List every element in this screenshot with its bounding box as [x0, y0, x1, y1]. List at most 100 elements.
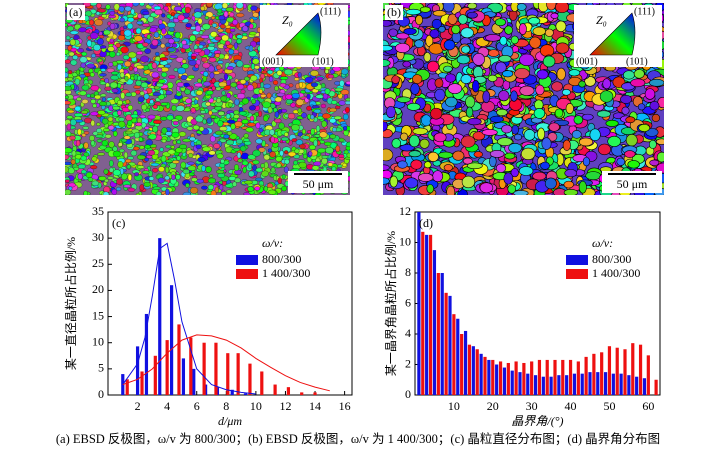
grain — [248, 45, 254, 52]
grain — [540, 161, 550, 170]
grain — [117, 161, 124, 168]
grain — [163, 5, 169, 11]
grain — [207, 184, 214, 190]
bar — [181, 358, 186, 395]
grain — [342, 162, 347, 168]
grain — [596, 110, 611, 118]
grain — [210, 115, 216, 119]
grain — [118, 117, 125, 122]
grain — [529, 36, 542, 49]
grain — [399, 144, 415, 152]
bar — [631, 343, 635, 395]
grain — [247, 186, 254, 192]
grain — [170, 98, 179, 104]
grain — [116, 186, 122, 192]
grain — [432, 170, 444, 183]
grain — [190, 107, 196, 113]
grain — [134, 132, 140, 139]
grain — [649, 78, 664, 87]
pole-label: (001) — [576, 56, 598, 67]
grain — [397, 160, 408, 169]
bar — [549, 376, 553, 395]
grain — [252, 164, 257, 171]
grain — [496, 108, 508, 117]
grain — [460, 27, 474, 39]
grain — [456, 54, 471, 65]
grain — [127, 17, 135, 23]
grain — [207, 177, 216, 184]
bar — [313, 392, 317, 395]
grain — [442, 3, 455, 13]
grain — [555, 42, 570, 54]
grain — [152, 104, 158, 109]
caption: (a) EBSD 反极图，ω/v 为 800/300；(b) EBSD 反极图，… — [56, 431, 660, 446]
grain — [181, 59, 187, 64]
grain — [165, 166, 170, 174]
grain — [460, 74, 472, 84]
grain — [215, 64, 222, 70]
grain — [197, 157, 206, 163]
grain — [339, 80, 345, 87]
grain — [427, 60, 440, 73]
grain — [65, 35, 71, 40]
grain — [85, 29, 91, 34]
grain — [189, 34, 196, 42]
grain — [624, 150, 636, 158]
grain — [118, 6, 125, 12]
pole-label: (101) — [312, 56, 334, 67]
grain — [96, 3, 102, 9]
grain — [343, 126, 348, 131]
grain — [151, 39, 159, 46]
grain — [234, 121, 243, 128]
x-axis-label: 晶界角/(°) — [511, 414, 563, 428]
grain — [383, 128, 393, 139]
grain — [139, 91, 145, 96]
grain — [523, 129, 536, 141]
grain — [112, 169, 121, 176]
grain — [281, 136, 289, 142]
grain — [168, 74, 176, 79]
grain — [112, 150, 121, 158]
grain — [489, 149, 505, 158]
grain — [294, 148, 300, 154]
grain — [188, 152, 194, 158]
grain — [431, 18, 442, 30]
grain — [602, 78, 611, 90]
grain — [460, 135, 476, 148]
grain — [250, 63, 255, 70]
grain — [120, 92, 125, 100]
grain — [507, 184, 516, 194]
grain — [195, 25, 201, 33]
grain — [134, 35, 143, 42]
grain — [157, 64, 165, 69]
pole-label: (001) — [262, 56, 284, 67]
grain — [219, 184, 224, 191]
grain — [208, 43, 216, 47]
x-tick-label: 10 — [250, 399, 262, 413]
legend-swatch — [566, 255, 588, 265]
grain — [241, 160, 249, 166]
grain — [159, 57, 168, 61]
grain — [91, 53, 96, 58]
grain — [510, 35, 519, 45]
grain — [152, 125, 159, 133]
grain — [175, 92, 182, 97]
grain — [554, 108, 564, 118]
grain — [281, 185, 287, 192]
grain — [251, 98, 257, 104]
grain — [472, 53, 485, 66]
grain — [206, 90, 214, 96]
grain — [214, 106, 223, 111]
bar — [514, 361, 518, 395]
grain — [142, 23, 150, 27]
grain — [101, 96, 106, 102]
grain — [130, 8, 135, 15]
grain — [135, 122, 143, 127]
grain — [263, 115, 269, 122]
grain — [146, 34, 151, 40]
grain — [108, 62, 114, 67]
plot-frame — [414, 211, 661, 396]
grain — [106, 67, 115, 73]
grain — [467, 3, 478, 10]
grain — [180, 3, 185, 9]
